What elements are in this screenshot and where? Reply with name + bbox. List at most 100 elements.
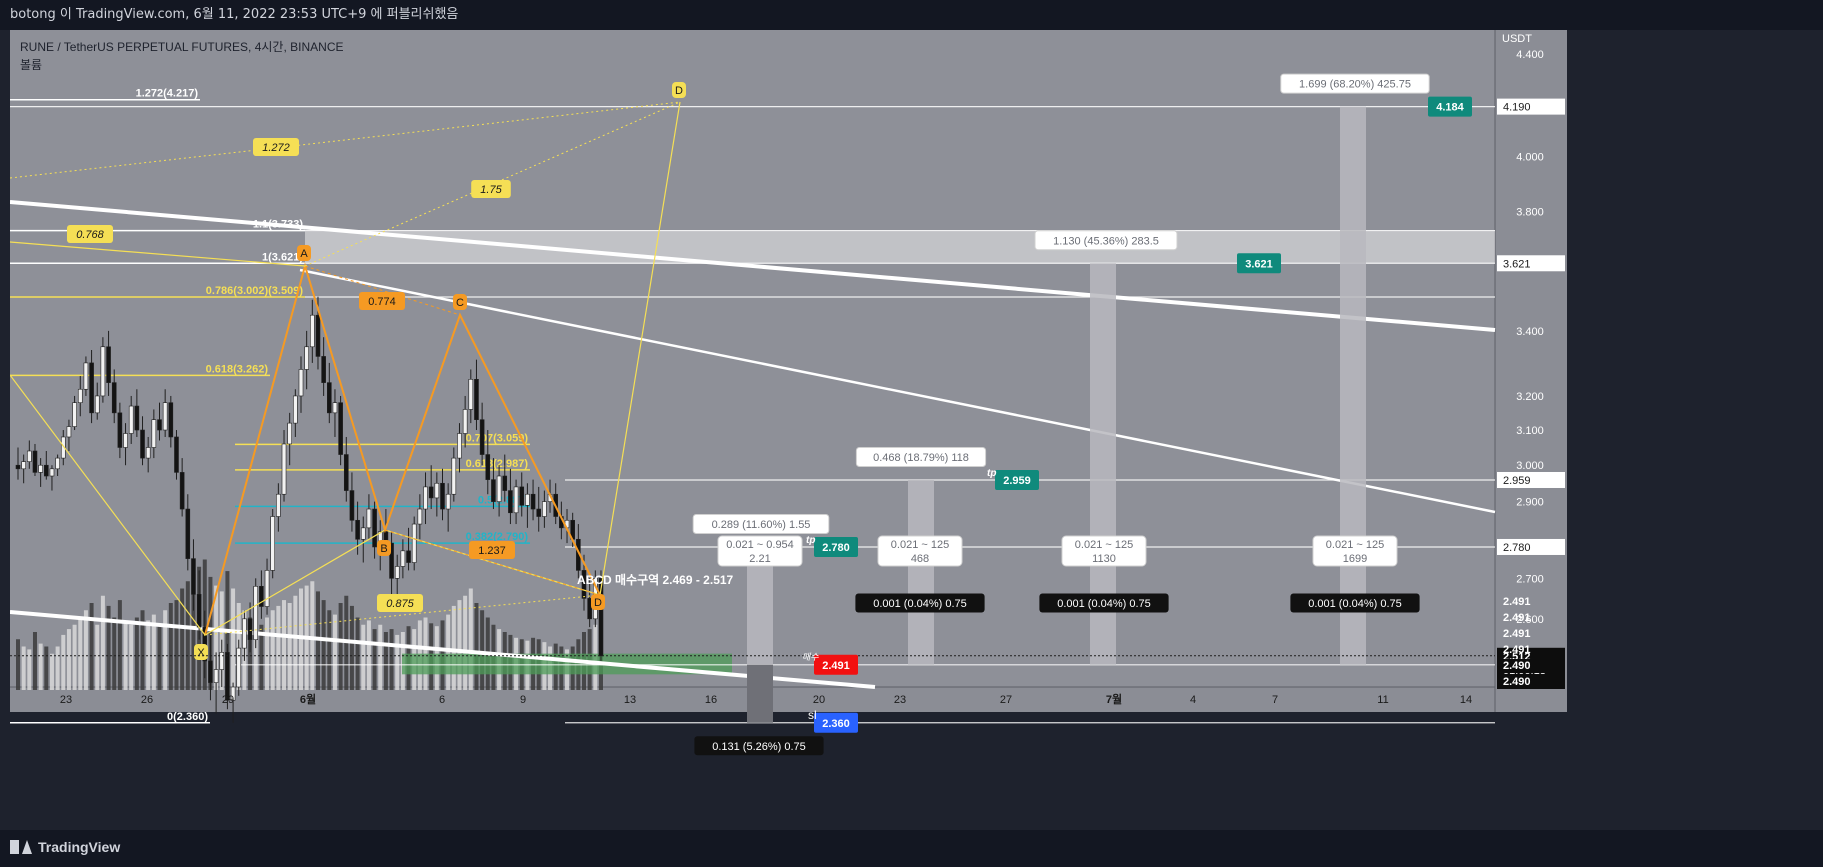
- volume-bar: [38, 643, 43, 690]
- candle: [247, 618, 253, 640]
- volume-bar: [140, 610, 145, 690]
- candle: [417, 508, 423, 525]
- harmonic-bd-leg: [384, 529, 601, 596]
- fib-level-label: 0(2.360): [167, 711, 208, 723]
- candle: [32, 450, 38, 473]
- candle: [485, 454, 491, 480]
- projected-ad-leg: [304, 101, 681, 267]
- volume-bar: [214, 585, 219, 690]
- candle: [491, 479, 496, 502]
- target-info: 0.468 (18.79%) 118: [873, 452, 969, 464]
- volume-bar: [270, 610, 275, 690]
- target-price-label-box: [1237, 253, 1281, 274]
- qty-line-1: 0.021 ~ 125: [891, 539, 949, 551]
- qty-line-1: 0.021 ~ 125: [1075, 539, 1133, 551]
- qty-box[interactable]: [877, 535, 963, 567]
- y-tick-label: 2.900: [1516, 497, 1544, 509]
- target-info: 0.289 (11.60%) 1.55: [712, 519, 811, 531]
- price-axis[interactable]: [1495, 30, 1567, 712]
- x-tick-label: 9: [520, 694, 526, 706]
- candle: [191, 558, 196, 595]
- trendline-middle[interactable]: [299, 268, 1496, 514]
- publish-header: botong 이 TradingView.com, 6월 11, 2022 23…: [0, 0, 1823, 30]
- qty-box[interactable]: [717, 535, 803, 567]
- volume-bar: [349, 605, 354, 690]
- candle: [542, 501, 547, 517]
- target-zone[interactable]: [305, 230, 1495, 264]
- volume-bar: [468, 588, 473, 690]
- lower-axis-label: 2.491: [1503, 596, 1531, 608]
- qty-box[interactable]: [1061, 535, 1147, 567]
- axis-price-box: [1497, 471, 1565, 488]
- y-tick-label: 4.400: [1516, 49, 1544, 61]
- pattern-point-a-box: [297, 245, 311, 261]
- candle: [502, 475, 508, 491]
- x-tick-label: 29: [222, 694, 234, 706]
- volume-bar: [151, 614, 156, 690]
- stop-tag: sl: [808, 708, 817, 722]
- candle: [349, 490, 355, 521]
- x-tick-label: 20: [813, 694, 825, 706]
- lower-axis-label: 2.491: [1503, 628, 1531, 640]
- volume-bar: [321, 600, 326, 690]
- candle: [462, 409, 468, 434]
- projected-leg[interactable]: [599, 101, 681, 596]
- y-tick-label: 3.200: [1516, 391, 1544, 403]
- x-tick-label: 7: [1272, 694, 1278, 706]
- volume-bar: [248, 617, 253, 690]
- axis-price-box: [1497, 255, 1565, 272]
- pattern-point-c-box: [453, 294, 467, 310]
- volume-bar: [383, 632, 388, 690]
- candle: [157, 419, 162, 431]
- fib-level-label: 0.618(2.987): [466, 458, 529, 470]
- target-bar: [1340, 106, 1366, 665]
- chart-canvas[interactable]: 1.272(4.217) 1.1(3.733) 1(3.621) 0.786(3.00…: [10, 30, 1813, 830]
- candle: [27, 450, 32, 462]
- volume-bar: [123, 620, 128, 690]
- tradingview-logo[interactable]: TradingView: [10, 839, 120, 855]
- pattern-point-b-box: [377, 540, 391, 556]
- volume-bar: [253, 620, 258, 690]
- entry-tag: 매수: [802, 652, 819, 662]
- candle: [304, 346, 309, 370]
- target-price-label: 2.780: [822, 542, 850, 554]
- axis-price-box: [1497, 675, 1565, 689]
- candle: [128, 405, 134, 434]
- fib-level-label: 1(3.621): [262, 251, 303, 263]
- volume-bar: [117, 600, 122, 690]
- stop-bar: [747, 664, 773, 723]
- ratio-tag-box: [377, 594, 423, 612]
- candle: [581, 570, 587, 599]
- volume-bar: [61, 634, 66, 690]
- fib-level-label: 0.786(3.002)(3.509): [206, 285, 304, 297]
- candle: [134, 405, 140, 431]
- volume-bar: [355, 617, 360, 690]
- candle: [66, 426, 72, 438]
- candle: [372, 508, 377, 548]
- candle: [281, 443, 287, 495]
- stop-info-box: [694, 736, 824, 756]
- ratio-tag-box: [359, 292, 405, 310]
- candle: [15, 464, 21, 470]
- volume-bar: [191, 574, 196, 690]
- qty-box[interactable]: [1312, 535, 1398, 567]
- volume-bar: [163, 610, 168, 690]
- candle: [434, 482, 440, 499]
- axis-price-box: [1497, 538, 1565, 555]
- trendline-lower[interactable]: [10, 610, 876, 689]
- volume-bar: [372, 629, 377, 690]
- volume-bar: [21, 646, 26, 690]
- volume-indicator-label[interactable]: 볼륨: [20, 58, 43, 72]
- volume-bar: [327, 610, 332, 690]
- symbol-title[interactable]: RUNE / TetherUS PERPETUAL FUTURES, 4시간, …: [20, 40, 344, 54]
- target-info-box: [1034, 230, 1178, 251]
- ratio-tag: 1.272: [262, 142, 290, 154]
- volume-bar: [463, 595, 468, 690]
- candle: [179, 472, 185, 510]
- pattern-point-x-box: [194, 644, 208, 660]
- candle: [21, 461, 26, 470]
- target-tag: tp: [987, 468, 996, 479]
- x-tick-label: 13: [624, 694, 636, 706]
- trendline-upper[interactable]: [10, 200, 1496, 332]
- pattern-point-d: D: [594, 597, 602, 609]
